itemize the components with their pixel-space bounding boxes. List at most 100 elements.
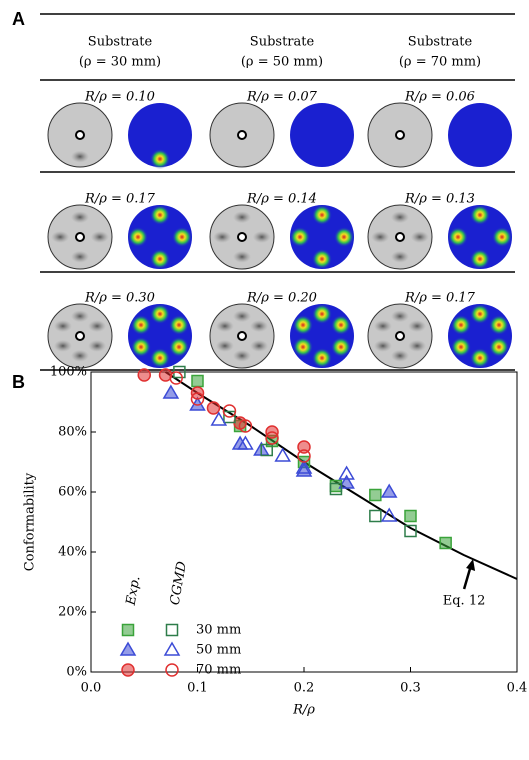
ratio-label: R/ρ = 0.20: [246, 291, 317, 306]
marker: [404, 524, 417, 538]
pressure-spot: [312, 348, 332, 368]
simulation-map: [448, 103, 512, 167]
marker: [165, 663, 179, 677]
marker: [338, 474, 355, 489]
photo-spot: [51, 231, 70, 243]
x-tick-label: 0.1: [187, 681, 208, 696]
marker: [222, 404, 237, 418]
x-axis-label: R/ρ: [292, 703, 315, 718]
y-tick-label: 60%: [58, 485, 87, 500]
pressure-spot: [331, 337, 351, 357]
marker: [404, 509, 417, 523]
legend-group: CGMD: [168, 560, 191, 607]
pressure-spot: [312, 249, 332, 269]
pressure-spot: [312, 205, 332, 225]
marker: [274, 447, 292, 462]
legend-label: 70 mm: [196, 663, 241, 678]
ratio-label: R/ρ = 0.30: [84, 291, 155, 306]
ratio-label: R/ρ = 0.07: [246, 90, 318, 105]
pressure-spot: [290, 227, 310, 247]
x-tick-label: 0.2: [294, 681, 315, 696]
pressure-spot: [331, 315, 351, 335]
simulation-map: [448, 205, 512, 269]
marker: [121, 623, 135, 637]
marker: [190, 392, 205, 406]
photo-spot: [391, 250, 409, 263]
x-tick-label: 0.0: [81, 681, 102, 696]
photo-center: [395, 331, 405, 341]
y-tick-label: 100%: [50, 365, 87, 380]
x-tick-label: 0.3: [400, 681, 421, 696]
photo-spot: [391, 349, 409, 362]
marker: [295, 459, 313, 474]
marker: [338, 465, 355, 480]
marker: [439, 536, 452, 550]
photo-spot: [233, 349, 251, 362]
photo-spot: [250, 320, 269, 333]
column-title: Substrate: [250, 35, 315, 50]
x-tick-label: 0.4: [507, 681, 528, 696]
marker: [223, 410, 236, 424]
photo-spot: [71, 150, 89, 163]
ratio-label: R/ρ = 0.06: [404, 90, 475, 105]
pressure-spot: [489, 337, 509, 357]
marker: [265, 431, 279, 445]
photo-center: [237, 232, 247, 242]
ratio-label: R/ρ = 0.14: [246, 192, 317, 207]
photo-center: [395, 232, 405, 242]
pressure-spot: [451, 337, 471, 357]
simulation-map: [128, 205, 192, 269]
marker: [369, 509, 382, 523]
marker: [189, 396, 206, 411]
photo-spot: [391, 310, 409, 323]
photo-spot: [90, 231, 109, 243]
pressure-spot: [131, 315, 151, 335]
simulation-map: [290, 205, 354, 269]
photo-spot: [252, 231, 271, 243]
pressure-spot: [489, 315, 509, 335]
pressure-spot: [334, 227, 354, 247]
photo-center: [237, 130, 247, 140]
pressure-spot: [470, 205, 490, 225]
pressure-spot: [451, 315, 471, 335]
panel-label: A: [12, 9, 25, 29]
photo-spot: [53, 339, 72, 352]
simulation-map: [290, 103, 354, 167]
panel-label: B: [12, 372, 25, 392]
y-tick-label: 40%: [58, 545, 87, 560]
pressure-spot: [492, 227, 512, 247]
ratio-label: R/ρ = 0.13: [404, 192, 475, 207]
pressure-spot: [172, 227, 192, 247]
column-subtitle: (ρ = 30 mm): [79, 55, 161, 70]
column-subtitle: (ρ = 70 mm): [399, 55, 481, 70]
photo-spot: [233, 250, 251, 263]
photo-spot: [213, 231, 232, 243]
pressure-spot: [169, 315, 189, 335]
photo-spot: [71, 349, 89, 362]
y-tick-label: 20%: [58, 605, 87, 620]
pressure-spot: [150, 249, 170, 269]
legend-label: 50 mm: [196, 643, 241, 658]
pressure-spot: [470, 249, 490, 269]
marker: [137, 368, 151, 382]
fit-curve: [165, 371, 518, 580]
marker: [369, 488, 382, 502]
photo-spot: [391, 211, 409, 224]
photo-spot: [88, 320, 107, 333]
column-title: Substrate: [408, 35, 473, 50]
photo-spot: [88, 339, 107, 352]
marker: [206, 401, 221, 415]
marker: [260, 443, 273, 457]
ratio-label: R/ρ = 0.17: [404, 291, 476, 306]
photo-spot: [71, 310, 89, 323]
photo-spot: [250, 339, 269, 352]
marker: [119, 641, 137, 656]
marker: [163, 641, 181, 656]
photo-center: [75, 232, 85, 242]
y-tick-label: 0%: [66, 665, 87, 680]
annotation-arrowhead: [466, 559, 476, 571]
photo-spot: [71, 250, 89, 263]
photo-spot: [373, 339, 392, 352]
photo-center: [75, 130, 85, 140]
